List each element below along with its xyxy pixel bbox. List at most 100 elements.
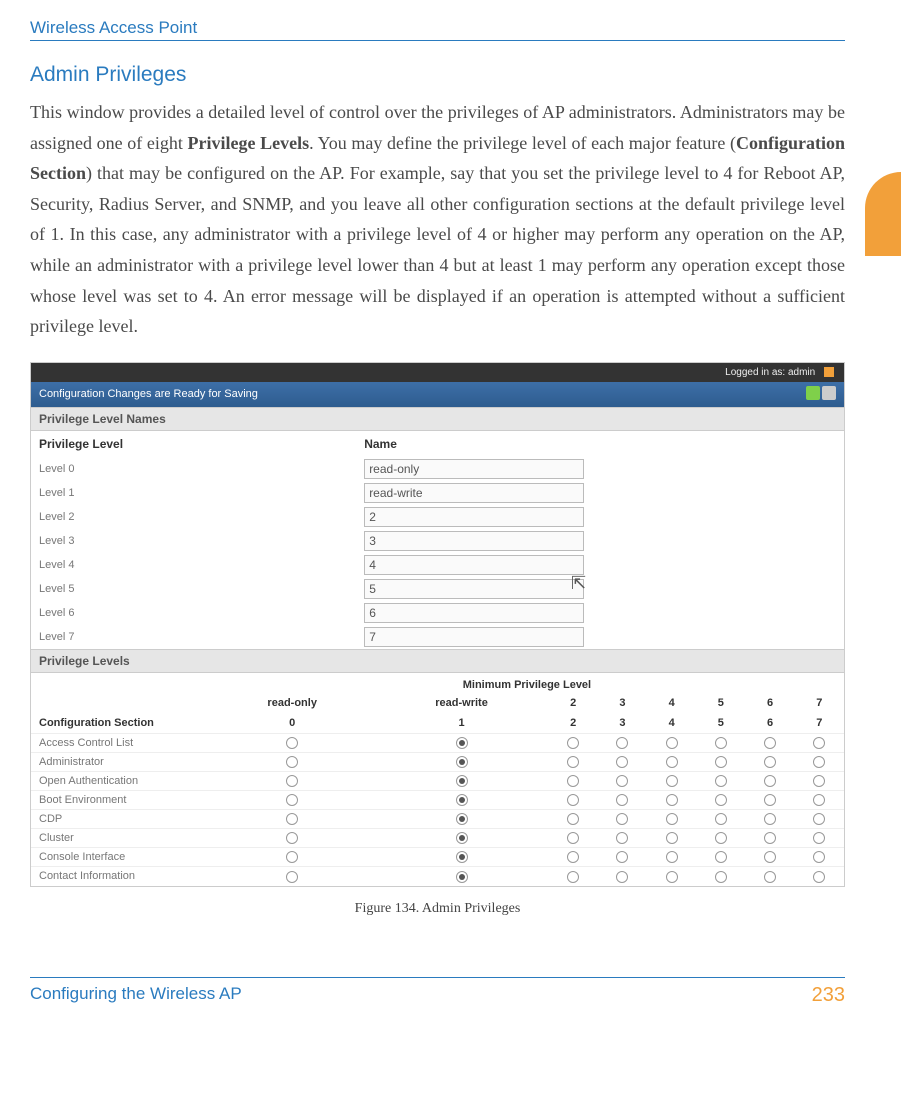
privilege-radio[interactable] (567, 775, 579, 787)
discard-icon[interactable] (822, 386, 836, 400)
privilege-radio[interactable] (456, 756, 468, 768)
privilege-radio[interactable] (764, 813, 776, 825)
privilege-radio[interactable] (286, 813, 298, 825)
privilege-radio[interactable] (616, 775, 628, 787)
privilege-radio[interactable] (764, 851, 776, 863)
privilege-radio[interactable] (715, 813, 727, 825)
privilege-radio[interactable] (715, 737, 727, 749)
privilege-radio[interactable] (666, 813, 678, 825)
privilege-radio[interactable] (616, 794, 628, 806)
save-icons[interactable] (804, 386, 836, 403)
privilege-radio[interactable] (286, 851, 298, 863)
privilege-radio[interactable] (286, 832, 298, 844)
level-name-input[interactable] (364, 627, 584, 647)
col-header-bot: 4 (647, 713, 696, 734)
level-name-input[interactable] (364, 555, 584, 575)
min-priv-header: Minimum Privilege Level (210, 673, 844, 693)
privilege-radio[interactable] (666, 737, 678, 749)
privilege-radio[interactable] (813, 832, 825, 844)
config-section-name: CDP (31, 810, 210, 829)
level-name-input[interactable] (364, 459, 584, 479)
privilege-radio[interactable] (616, 813, 628, 825)
privilege-radio[interactable] (764, 832, 776, 844)
config-section-name: Contact Information (31, 867, 210, 886)
privilege-radio[interactable] (456, 737, 468, 749)
privilege-radio[interactable] (666, 756, 678, 768)
level-name-input[interactable] (364, 507, 584, 527)
level-label: Level 6 (31, 601, 356, 625)
privilege-radio[interactable] (715, 851, 727, 863)
privilege-radio[interactable] (286, 775, 298, 787)
privilege-radio[interactable] (666, 871, 678, 883)
level-name-input[interactable] (364, 603, 584, 623)
status-square-icon (824, 367, 834, 377)
level-label: Level 3 (31, 529, 356, 553)
privilege-radio[interactable] (456, 813, 468, 825)
privilege-radio[interactable] (715, 832, 727, 844)
privilege-radio[interactable] (567, 851, 579, 863)
table-row: Boot Environment (31, 791, 844, 810)
config-section-name: Console Interface (31, 848, 210, 867)
save-icon[interactable] (806, 386, 820, 400)
save-pending-bar: Configuration Changes are Ready for Savi… (31, 382, 844, 407)
privilege-radio[interactable] (666, 851, 678, 863)
col-header-top: 7 (795, 693, 844, 713)
level-label: Level 5 (31, 577, 356, 601)
privilege-radio[interactable] (715, 756, 727, 768)
col-header-top: 6 (745, 693, 794, 713)
logged-in-label: Logged in as: admin (725, 367, 815, 378)
privilege-radio[interactable] (567, 756, 579, 768)
privilege-radio[interactable] (616, 737, 628, 749)
privilege-radio[interactable] (456, 832, 468, 844)
privilege-radio[interactable] (813, 813, 825, 825)
privilege-radio[interactable] (567, 794, 579, 806)
level-name-input[interactable] (364, 579, 584, 599)
config-section-header: Configuration Section (31, 693, 210, 734)
table-row: Cluster (31, 829, 844, 848)
privilege-radio[interactable] (813, 871, 825, 883)
col-header-top: 5 (696, 693, 745, 713)
privilege-radio[interactable] (616, 756, 628, 768)
privilege-radio[interactable] (286, 871, 298, 883)
level-name-input[interactable] (364, 483, 584, 503)
mouse-cursor-icon: ⇱ (571, 573, 586, 594)
privilege-radio[interactable] (616, 832, 628, 844)
privilege-radio[interactable] (616, 871, 628, 883)
privilege-radio[interactable] (456, 775, 468, 787)
privilege-radio[interactable] (813, 775, 825, 787)
privilege-radio[interactable] (666, 794, 678, 806)
privilege-radio[interactable] (616, 851, 628, 863)
privilege-radio[interactable] (764, 871, 776, 883)
privilege-radio[interactable] (764, 794, 776, 806)
privilege-radio[interactable] (567, 832, 579, 844)
panel-head-privilege-levels: Privilege Levels (31, 649, 844, 673)
privilege-radio[interactable] (456, 851, 468, 863)
privilege-radio[interactable] (567, 813, 579, 825)
table-row: Access Control List (31, 733, 844, 752)
privilege-radio[interactable] (764, 737, 776, 749)
privilege-radio[interactable] (764, 775, 776, 787)
privilege-radio[interactable] (764, 756, 776, 768)
privilege-radio[interactable] (286, 794, 298, 806)
privilege-radio[interactable] (715, 871, 727, 883)
privilege-radio[interactable] (567, 737, 579, 749)
level-label: Level 4 (31, 553, 356, 577)
privilege-radio[interactable] (456, 871, 468, 883)
col-header-top: read-only (210, 693, 375, 713)
privilege-radio[interactable] (813, 756, 825, 768)
level-name-input[interactable] (364, 531, 584, 551)
privilege-radio[interactable] (715, 794, 727, 806)
privilege-radio[interactable] (813, 794, 825, 806)
privilege-radio[interactable] (715, 775, 727, 787)
panel-head-level-names: Privilege Level Names (31, 407, 844, 431)
privilege-radio[interactable] (286, 756, 298, 768)
level-label: Level 0 (31, 457, 356, 481)
privilege-radio[interactable] (813, 737, 825, 749)
privilege-radio[interactable] (666, 832, 678, 844)
privilege-radio[interactable] (666, 775, 678, 787)
top-status-bar: Logged in as: admin (31, 363, 844, 382)
privilege-radio[interactable] (567, 871, 579, 883)
privilege-radio[interactable] (813, 851, 825, 863)
privilege-radio[interactable] (286, 737, 298, 749)
privilege-radio[interactable] (456, 794, 468, 806)
